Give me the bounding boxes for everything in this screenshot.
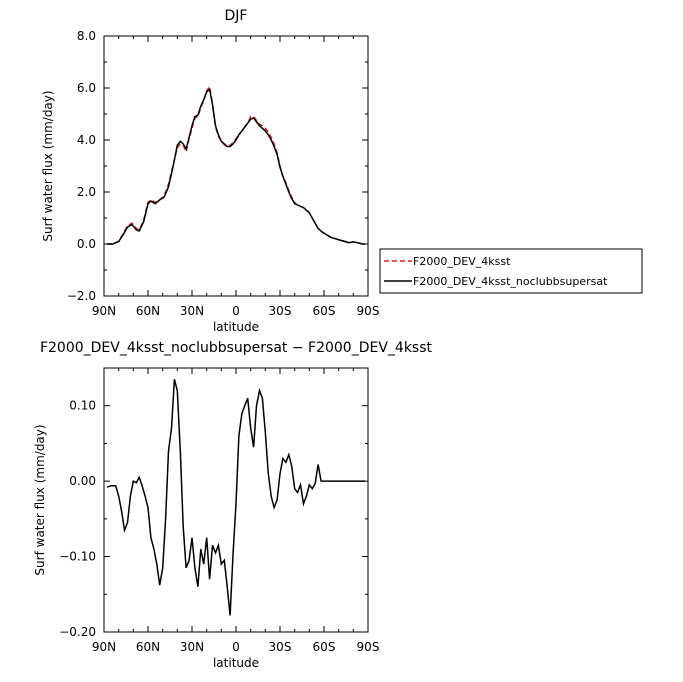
x-tick-label: 30S [269,304,292,318]
x-tick-label: 30N [180,640,204,654]
x-tick-label: 60N [136,304,160,318]
x-tick-label: 0 [232,304,240,318]
x-tick-label: 90N [92,304,116,318]
y-tick-label: −2.0 [67,289,96,303]
x-tick-label: 30N [180,304,204,318]
series-line-1 [106,84,366,245]
chart-title: DJF [225,8,248,24]
y-axis-label: Surf water flux (mm/day) [33,424,47,575]
y-tick-label: 0.0 [77,237,96,251]
plot-frame [103,35,369,297]
y-tick-label: −0.20 [59,625,96,639]
x-tick-label: 60S [313,304,336,318]
x-tick-label: 90N [92,640,116,654]
chart-panel-2 [103,367,369,633]
y-tick-label: 0.10 [69,399,96,413]
x-tick-label: 60N [136,640,160,654]
x-axis-label: latitude [213,656,259,670]
series-line-1 [106,379,366,616]
x-tick-label: 60S [313,640,336,654]
y-tick-label: 4.0 [77,133,96,147]
chart-title: F2000_DEV_4ksst_noclubbsupersat − F2000_… [40,340,433,356]
legend-label-2: F2000_DEV_4ksst_noclubbsupersat [413,275,608,288]
y-tick-label: 6.0 [77,81,96,95]
legend [379,248,643,294]
y-tick-label: 0.00 [69,474,96,488]
y-axis-label: Surf water flux (mm/day) [41,90,55,241]
legend-box [379,248,643,294]
x-tick-label: 90S [357,304,380,318]
x-tick-label: 30S [269,640,292,654]
y-tick-label: 2.0 [77,185,96,199]
legend-label-1: F2000_DEV_4ksst [413,255,511,268]
y-tick-label: −0.10 [59,550,96,564]
x-tick-label: 0 [232,640,240,654]
y-tick-label: 8.0 [77,29,96,43]
chart-panel-1 [103,35,643,297]
series-line-2 [106,87,366,245]
x-tick-label: 90S [357,640,380,654]
x-axis-label: latitude [213,320,259,334]
